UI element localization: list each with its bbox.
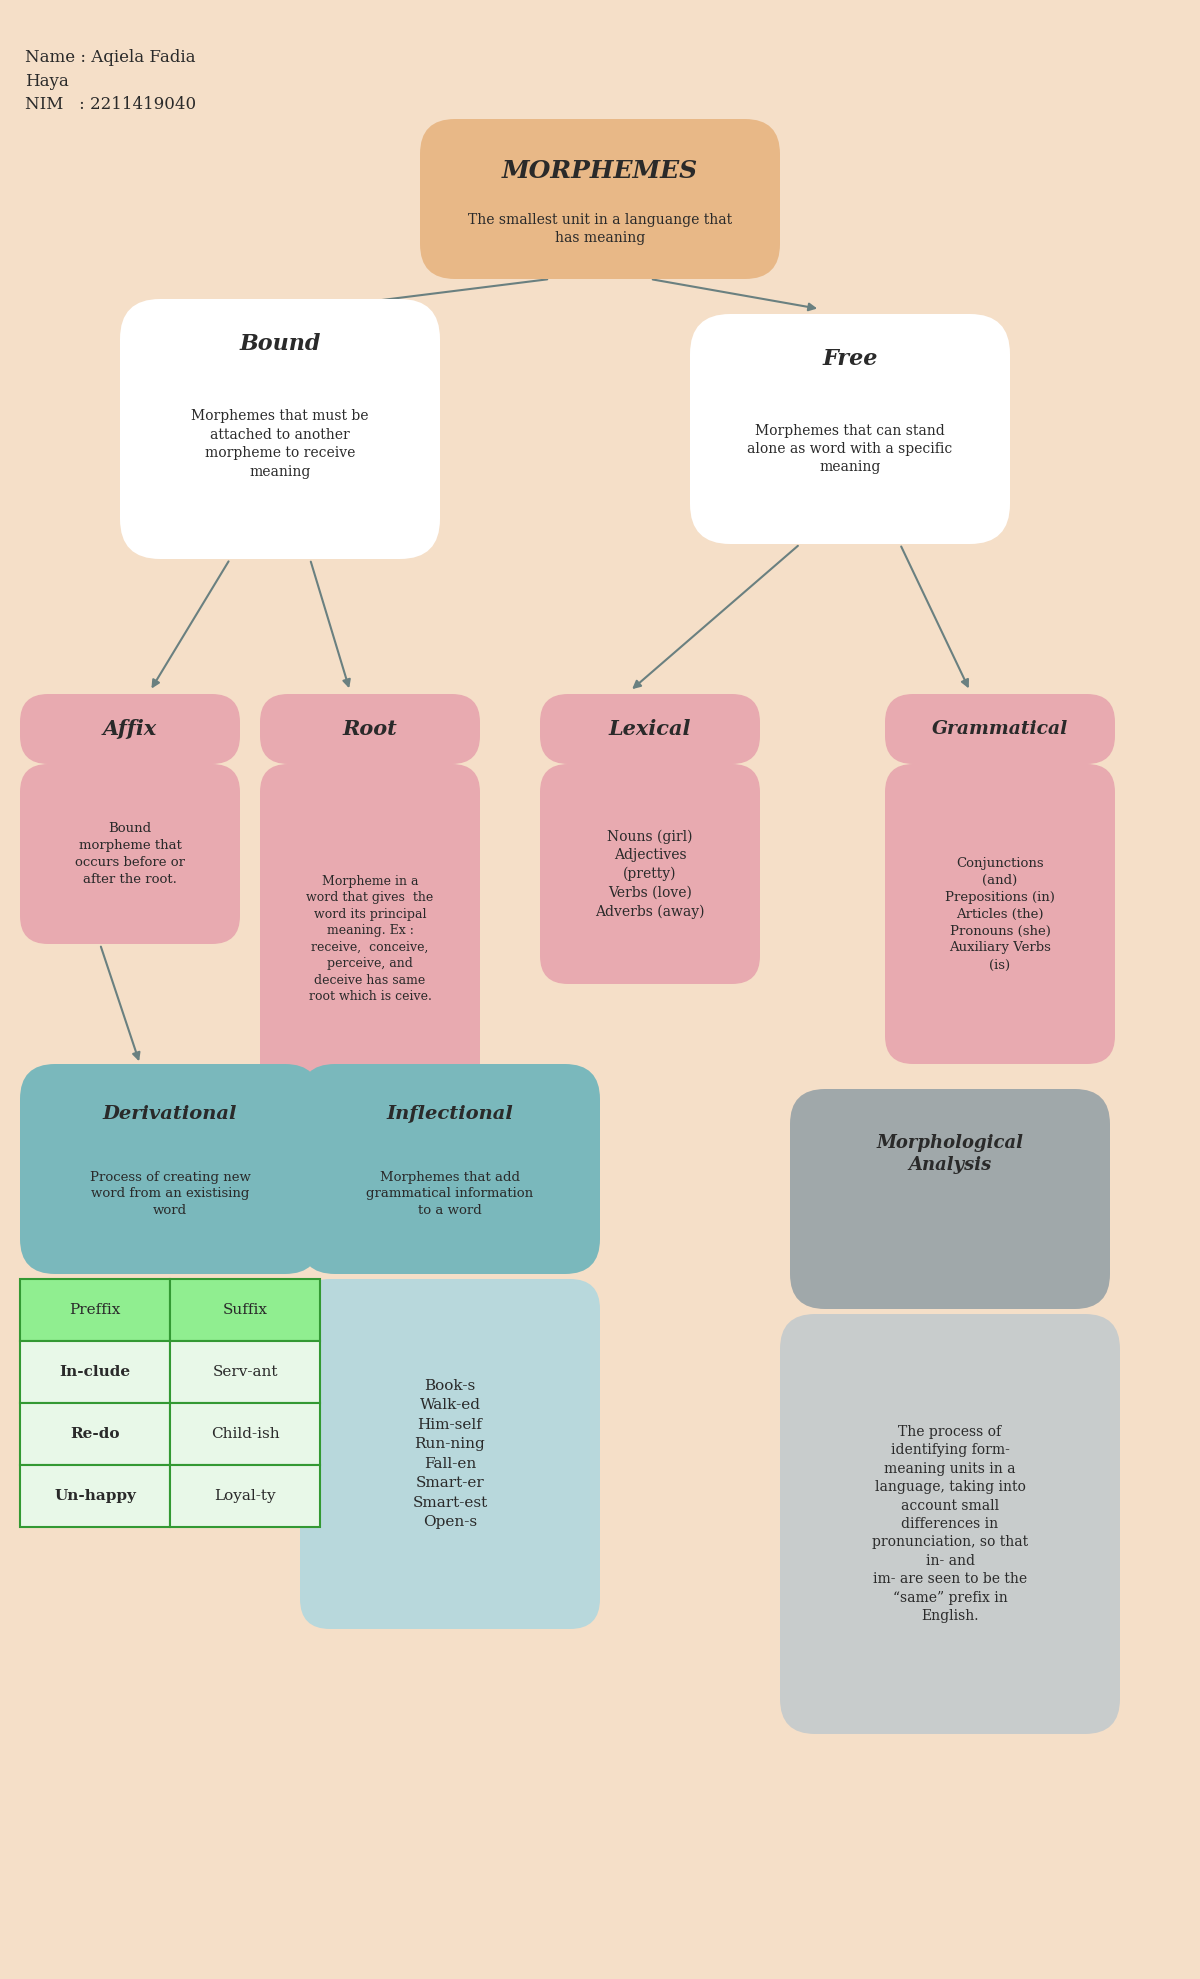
FancyBboxPatch shape xyxy=(20,764,240,944)
Text: Child-ish: Child-ish xyxy=(211,1427,280,1441)
FancyBboxPatch shape xyxy=(420,119,780,279)
Text: Re-do: Re-do xyxy=(71,1427,120,1441)
Text: The process of
identifying form-
meaning units in a
language, taking into
accoun: The process of identifying form- meaning… xyxy=(872,1425,1028,1623)
Bar xyxy=(170,1403,320,1464)
FancyBboxPatch shape xyxy=(690,315,1010,544)
Text: Bound
morpheme that
occurs before or
after the root.: Bound morpheme that occurs before or aft… xyxy=(74,821,185,887)
Text: Suffix: Suffix xyxy=(222,1302,268,1316)
FancyBboxPatch shape xyxy=(20,1065,320,1274)
Text: Book-s
Walk-ed
Him-self
Run-ning
Fall-en
Smart-er
Smart-est
Open-s: Book-s Walk-ed Him-self Run-ning Fall-en… xyxy=(413,1379,487,1530)
Bar xyxy=(20,1342,170,1403)
Bar xyxy=(20,1278,170,1342)
Text: Morpheme in a
word that gives  the
word its principal
meaning. Ex :
receive,  co: Morpheme in a word that gives the word i… xyxy=(306,875,433,1003)
Bar xyxy=(170,1464,320,1528)
FancyBboxPatch shape xyxy=(790,1088,1110,1308)
Text: MORPHEMES: MORPHEMES xyxy=(502,158,698,182)
Text: Derivational: Derivational xyxy=(103,1104,238,1122)
Text: Un-happy: Un-happy xyxy=(54,1488,136,1502)
Text: Lexical: Lexical xyxy=(608,718,691,738)
FancyBboxPatch shape xyxy=(260,764,480,1114)
Bar xyxy=(170,1342,320,1403)
FancyBboxPatch shape xyxy=(300,1065,600,1274)
Text: Morphological
Analysis: Morphological Analysis xyxy=(876,1134,1024,1174)
Text: Morphemes that add
grammatical information
to a word: Morphemes that add grammatical informati… xyxy=(366,1172,534,1217)
FancyBboxPatch shape xyxy=(540,695,760,764)
Text: Affix: Affix xyxy=(103,718,157,738)
Text: Morphemes that must be
attached to another
morpheme to receive
meaning: Morphemes that must be attached to anoth… xyxy=(191,410,368,479)
FancyBboxPatch shape xyxy=(20,695,240,764)
Text: Inflectional: Inflectional xyxy=(386,1104,514,1122)
FancyBboxPatch shape xyxy=(120,299,440,558)
Text: Root: Root xyxy=(343,718,397,738)
Text: In-clude: In-clude xyxy=(60,1366,131,1379)
Text: Preffix: Preffix xyxy=(70,1302,121,1316)
Bar xyxy=(20,1403,170,1464)
FancyBboxPatch shape xyxy=(886,764,1115,1065)
FancyBboxPatch shape xyxy=(300,1278,600,1629)
Text: Morphemes that can stand
alone as word with a specific
meaning: Morphemes that can stand alone as word w… xyxy=(748,424,953,475)
Text: Free: Free xyxy=(822,348,877,370)
FancyBboxPatch shape xyxy=(886,695,1115,764)
Text: The smallest unit in a languange that
has meaning: The smallest unit in a languange that ha… xyxy=(468,214,732,245)
FancyBboxPatch shape xyxy=(540,764,760,984)
Bar xyxy=(20,1464,170,1528)
FancyBboxPatch shape xyxy=(780,1314,1120,1734)
Text: Nouns (girl)
Adjectives
(pretty)
Verbs (love)
Adverbs (away): Nouns (girl) Adjectives (pretty) Verbs (… xyxy=(595,829,704,918)
Text: Process of creating new
word from an existising
word: Process of creating new word from an exi… xyxy=(90,1172,251,1217)
Text: Grammatical: Grammatical xyxy=(932,720,1068,738)
Text: Bound: Bound xyxy=(239,332,320,354)
Bar xyxy=(170,1278,320,1342)
Text: Conjunctions
(and)
Prepositions (in)
Articles (the)
Pronouns (she)
Auxiliary Ver: Conjunctions (and) Prepositions (in) Art… xyxy=(946,857,1055,972)
Text: Loyal-ty: Loyal-ty xyxy=(214,1488,276,1502)
Text: Name : Aqiela Fadia
Haya
NIM   : 2211419040: Name : Aqiela Fadia Haya NIM : 221141904… xyxy=(25,49,196,113)
Text: Serv-ant: Serv-ant xyxy=(212,1366,277,1379)
FancyBboxPatch shape xyxy=(260,695,480,764)
